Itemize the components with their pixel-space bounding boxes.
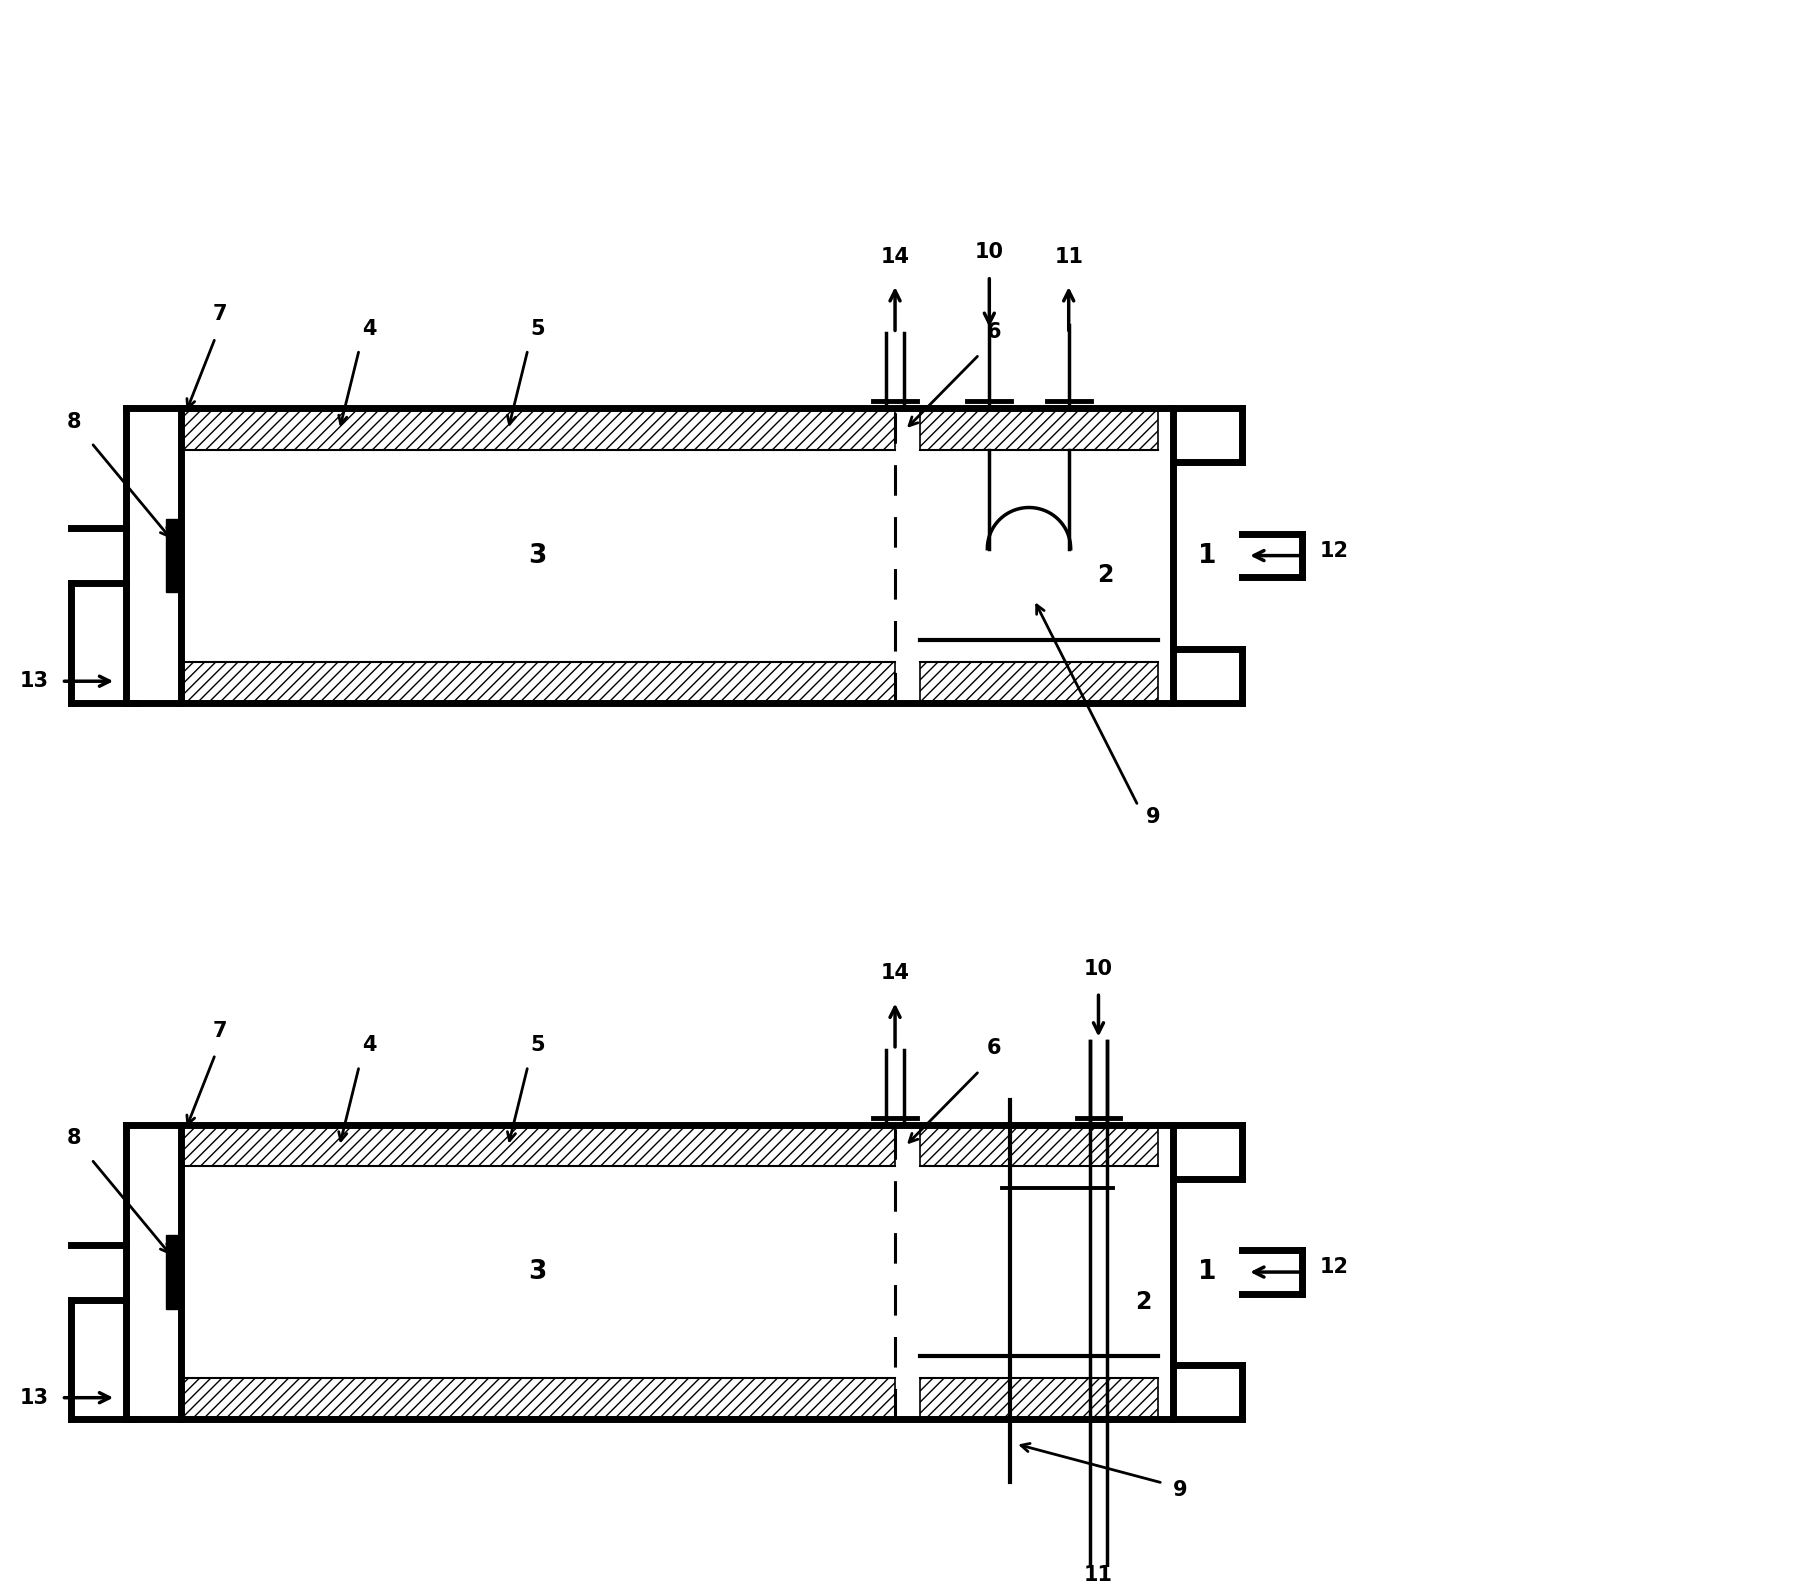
Bar: [920, 408, 1158, 450]
Text: 3: 3: [528, 1258, 546, 1286]
Bar: [180, 408, 894, 450]
Text: 8: 8: [67, 1128, 81, 1149]
Text: 14: 14: [880, 963, 909, 984]
Text: 13: 13: [20, 671, 49, 691]
Text: 9: 9: [1145, 807, 1161, 826]
Bar: [180, 661, 894, 702]
Text: 2: 2: [1098, 563, 1114, 588]
Text: 14: 14: [880, 246, 909, 267]
Text: 1: 1: [1199, 1258, 1217, 1286]
Text: 12: 12: [1320, 1257, 1349, 1278]
Text: 7: 7: [213, 303, 227, 324]
Text: 4: 4: [362, 319, 377, 338]
Text: 1: 1: [1199, 542, 1217, 569]
Text: 10: 10: [1084, 958, 1112, 979]
Text: 5: 5: [530, 1034, 545, 1055]
Bar: [920, 661, 1158, 702]
Text: 10: 10: [975, 242, 1004, 262]
Bar: [180, 1125, 894, 1166]
Bar: [920, 1125, 1158, 1166]
Text: 12: 12: [1320, 540, 1349, 561]
Text: 6: 6: [986, 1038, 1001, 1058]
Text: 11: 11: [1055, 246, 1084, 267]
Bar: [180, 1378, 894, 1419]
Text: 4: 4: [362, 1034, 377, 1055]
Bar: [166, 1235, 180, 1309]
Text: 11: 11: [1084, 1565, 1112, 1586]
Text: 2: 2: [1134, 1290, 1152, 1314]
Bar: [920, 1378, 1158, 1419]
Text: 9: 9: [1172, 1479, 1186, 1500]
Text: 7: 7: [213, 1020, 227, 1041]
Text: 3: 3: [528, 542, 546, 569]
Text: 13: 13: [20, 1387, 49, 1408]
Text: 6: 6: [986, 321, 1001, 342]
Text: 8: 8: [67, 412, 81, 432]
Bar: [166, 518, 180, 593]
Text: 5: 5: [530, 319, 545, 338]
